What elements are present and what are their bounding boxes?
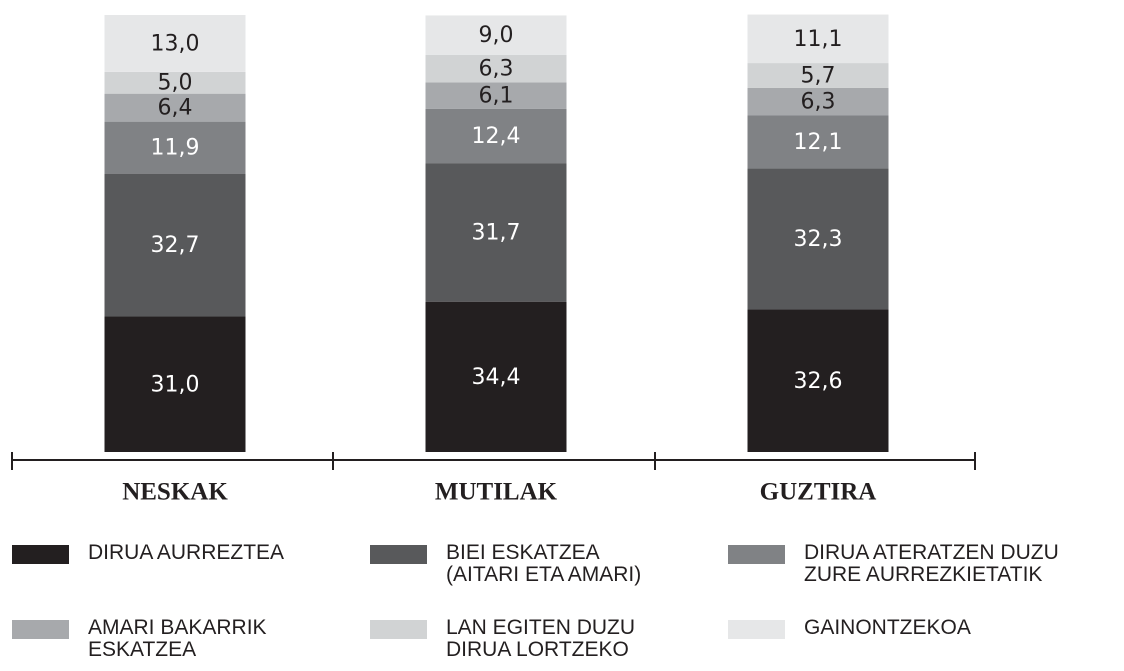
legend-swatch bbox=[12, 620, 69, 639]
value-label: 32,6 bbox=[794, 369, 843, 394]
bar-segment bbox=[747, 309, 889, 452]
value-label: 11,1 bbox=[794, 27, 843, 52]
legend-item: BIEI ESKATZEA (AITARI ETA AMARI) bbox=[370, 542, 641, 586]
legend-label: DIRUA ATERATZEN DUZU ZURE AURREZKIETATIK bbox=[804, 541, 1059, 586]
x-tick-label: NESKAK bbox=[122, 479, 228, 506]
value-label: 32,7 bbox=[151, 233, 200, 258]
chart: 31,0 32,7 11,9 6,45,0 13,0 NESKAK 34,4 31,7 12,4… bbox=[11, 14, 976, 506]
legend-item: GAINONTZEKOA bbox=[728, 617, 971, 639]
legend-item: LAN EGITEN DUZU DIRUA LORTZEKO bbox=[370, 617, 635, 661]
value-label: 12,1 bbox=[794, 130, 843, 155]
legend-item: DIRUA AURREZTEA bbox=[12, 542, 284, 564]
value-label: 5,7 bbox=[801, 64, 836, 89]
value-label: 13,0 bbox=[151, 31, 200, 56]
value-label: 9,0 bbox=[479, 23, 514, 48]
bar-segment bbox=[104, 121, 246, 174]
value-label: 32,3 bbox=[794, 227, 843, 252]
legend-label: AMARI BAKARRIK ESKATZEA bbox=[88, 616, 267, 661]
x-tick-label: MUTILAK bbox=[435, 479, 558, 506]
legend-label: GAINONTZEKOA bbox=[804, 616, 971, 639]
bar-segment bbox=[104, 71, 246, 94]
value-label: 6,4 bbox=[158, 96, 193, 121]
legend-swatch bbox=[728, 545, 785, 564]
value-label: 6,1 bbox=[479, 84, 514, 109]
bar-segment bbox=[747, 63, 889, 88]
bar-segment bbox=[747, 14, 889, 64]
legend-swatch bbox=[370, 545, 427, 564]
legend-label: LAN EGITEN DUZU DIRUA LORTZEKO bbox=[446, 616, 636, 661]
value-label: 11,9 bbox=[151, 136, 200, 161]
bar-segment bbox=[425, 15, 567, 55]
legend-swatch bbox=[370, 620, 427, 639]
bar-segment bbox=[104, 173, 246, 317]
legend-label: BIEI ESKATZEA (AITARI ETA AMARI) bbox=[446, 541, 642, 586]
bar-segment bbox=[747, 87, 889, 116]
value-label: 6,3 bbox=[801, 90, 836, 115]
legend-item: DIRUA ATERATZEN DUZU ZURE AURREZKIETATIK bbox=[728, 542, 1059, 586]
legend-label: DIRUA AURREZTEA bbox=[88, 541, 285, 564]
value-label: 34,4 bbox=[472, 365, 521, 390]
x-tick-label: GUZTIRA bbox=[760, 479, 877, 506]
value-label: 6,3 bbox=[479, 57, 514, 82]
bar-segment bbox=[104, 316, 246, 452]
value-label: 12,4 bbox=[472, 124, 521, 149]
bar-segment bbox=[425, 54, 567, 83]
legend-item: AMARI BAKARRIK ESKATZEA bbox=[12, 617, 267, 661]
bar-segment bbox=[747, 115, 889, 169]
value-label: 31,0 bbox=[151, 372, 200, 397]
value-label: 31,7 bbox=[472, 220, 521, 245]
value-label: 5,0 bbox=[158, 71, 193, 96]
bar-segment bbox=[425, 163, 567, 302]
bar-segment bbox=[425, 301, 567, 452]
legend-swatch bbox=[728, 620, 785, 639]
bar-segment bbox=[104, 15, 246, 72]
bar-segment bbox=[425, 108, 567, 164]
bar-segment bbox=[104, 93, 246, 122]
legend-swatch bbox=[12, 545, 69, 564]
bar-segment bbox=[747, 168, 889, 310]
bar-segment bbox=[425, 82, 567, 109]
